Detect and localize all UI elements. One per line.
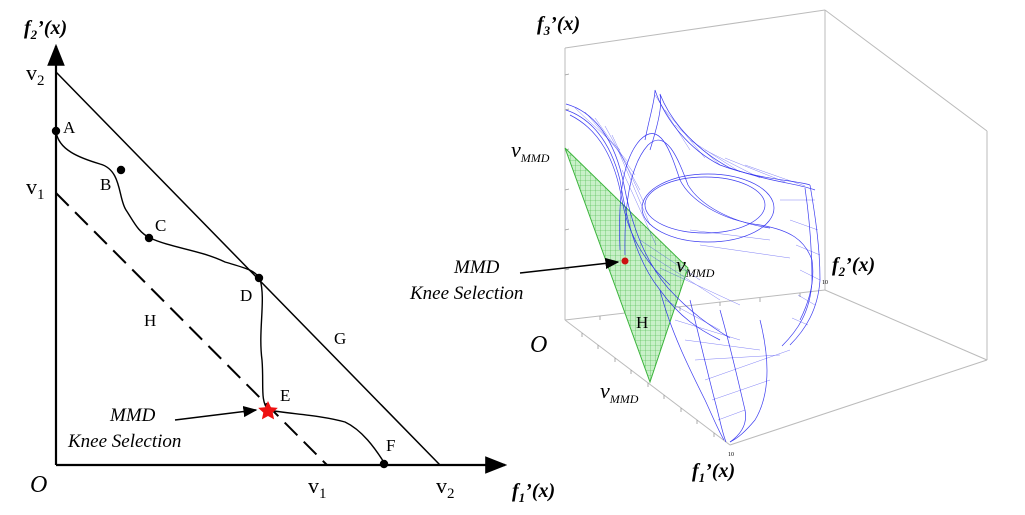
x-tick-v2: v2: [436, 473, 455, 502]
pareto-surface-mesh: [574, 94, 821, 421]
line-g: [55, 71, 441, 466]
label-a: A: [63, 118, 76, 137]
y-axis-end-tick: 10: [822, 280, 828, 286]
right-annotation-line2: Knee Selection: [409, 283, 523, 304]
right-y-axis-title: f2’(x): [832, 254, 875, 279]
point-d: [254, 273, 264, 283]
x-tick-v1: v1: [308, 473, 327, 502]
bounding-box: [564, 9, 988, 446]
right-annotation-arrow: [519, 257, 620, 274]
plane-h-label: H: [636, 313, 648, 332]
label-d: D: [240, 286, 252, 305]
label-g: G: [334, 329, 346, 348]
label-b: B: [100, 175, 111, 194]
plane-h: [564, 147, 689, 384]
pareto-surface: [565, 89, 821, 443]
v-mmd-x: vMMD: [600, 378, 639, 406]
right-diagram: 10 10: [409, 9, 988, 485]
label-c: C: [155, 216, 166, 235]
right-z-axis-title: f3’(x): [537, 13, 580, 38]
point-a: [51, 126, 61, 136]
y-tick-v1: v1: [26, 174, 45, 203]
point-b: [116, 165, 126, 175]
knee-dot: [621, 257, 629, 265]
right-origin-label: O: [530, 332, 547, 358]
left-diagram: A B C D E F G H v2 v1 v1 v2 O f2’(x) f1’…: [24, 17, 555, 505]
left-x-axis-title: f1’(x): [512, 480, 555, 505]
v-mmd-z: vMMD: [511, 137, 550, 165]
pareto-front-curve: [55, 130, 386, 465]
y-tick-v2: v2: [26, 60, 45, 89]
point-f: [379, 459, 389, 469]
left-y-axis-title: f2’(x): [24, 17, 67, 42]
right-annotation-line1: MMD: [453, 257, 500, 278]
knee-star-e: [258, 401, 278, 420]
line-h: [55, 192, 328, 466]
label-h: H: [144, 311, 156, 330]
left-origin-label: O: [30, 472, 47, 498]
point-c: [144, 233, 154, 243]
label-f: F: [386, 436, 395, 455]
label-e: E: [280, 386, 290, 405]
left-annotation-arrow: [174, 405, 258, 421]
left-annotation-line2: Knee Selection: [67, 431, 181, 452]
right-x-axis-title: f1’(x): [692, 460, 735, 485]
v-mmd-y: vMMD: [676, 252, 715, 280]
left-annotation-line1: MMD: [109, 405, 156, 426]
x-axis-end-tick: 10: [728, 452, 734, 458]
